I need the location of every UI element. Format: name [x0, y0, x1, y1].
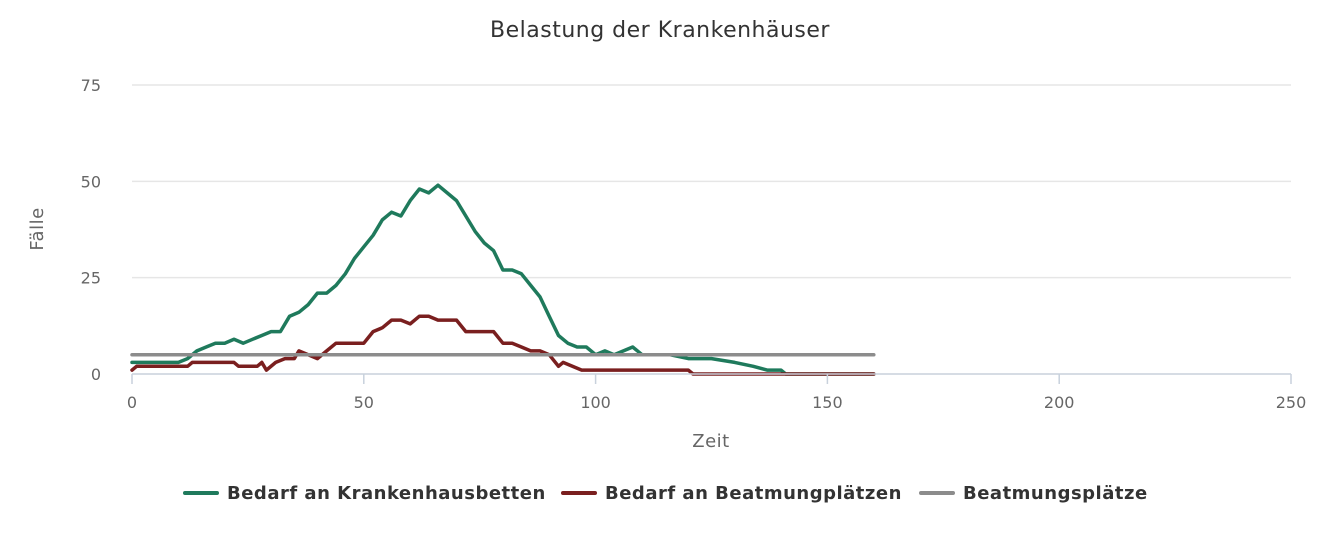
legend: Bedarf an Krankenhausbetten Bedarf an Bea… [183, 483, 1148, 504]
legend-item[interactable]: Beatmungsplätze [919, 483, 1148, 504]
x-tick-label: 200 [1044, 393, 1075, 412]
x-tick-label: 150 [812, 393, 843, 412]
legend-label: Beatmungsplätze [963, 483, 1148, 504]
y-tick-label: 50 [81, 172, 101, 191]
y-tick-label: 75 [81, 76, 101, 95]
x-tick-label: 0 [127, 393, 137, 412]
x-tick-label: 100 [580, 393, 611, 412]
y-tick-label: 25 [81, 269, 101, 288]
legend-label: Bedarf an Krankenhausbetten [227, 483, 546, 504]
chart-title: Belastung der Krankenhäuser [490, 18, 830, 43]
x-tick-label: 50 [354, 393, 374, 412]
y-axis-title: Fälle [27, 207, 48, 250]
legend-item[interactable]: Bedarf an Beatmungplätzen [561, 483, 902, 504]
legend-label: Bedarf an Beatmungplätzen [605, 483, 902, 504]
series-line-2 [130, 314, 876, 376]
x-tick-label: 250 [1276, 393, 1307, 412]
legend-item[interactable]: Bedarf an Krankenhausbetten [183, 483, 546, 504]
series-lines [130, 183, 876, 376]
x-axis-title: Zeit [692, 431, 729, 452]
series-line-1 [130, 183, 876, 376]
axes: 0 25 50 75 0 50 100 150 200 250 [81, 76, 1307, 412]
grid [132, 84, 1291, 279]
y-tick-label: 0 [91, 365, 101, 384]
